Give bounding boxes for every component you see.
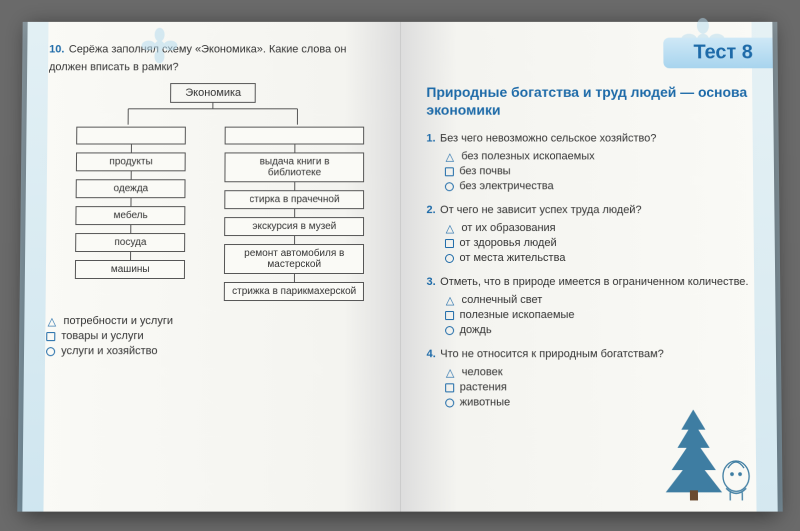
triangle-icon: △ [46, 316, 57, 327]
diagram-item: одежда [76, 179, 186, 198]
answer-option[interactable]: дождь [445, 324, 754, 336]
answer-option[interactable]: △ от их образования [444, 222, 752, 234]
answer-text: товары и услуги [61, 330, 143, 342]
answer-text: полезные ископаемые [460, 309, 575, 321]
test-title: Природные богатства и труд людей — основ… [426, 83, 751, 119]
answer-text: дождь [460, 324, 492, 336]
answer-options: △ потребности и услуги товары и услуги у… [46, 315, 377, 357]
square-icon [444, 167, 453, 176]
answer-option[interactable]: △ солнечный свет [445, 294, 754, 306]
diagram-item: стирка в прачечной [225, 190, 365, 209]
answer-text: солнечный свет [462, 294, 543, 306]
answer-text: от здоровья людей [459, 237, 556, 249]
question-text: Серёжа заполнял схему «Экономика». Какие… [49, 44, 346, 74]
answer-option[interactable]: △ потребности и услуги [46, 315, 377, 327]
circle-icon [445, 326, 454, 335]
question-number: 1. [426, 133, 435, 145]
triangle-icon: △ [445, 295, 456, 306]
answer-option[interactable]: от здоровья людей [444, 237, 752, 249]
diagram-root: Экономика [170, 83, 256, 103]
circle-icon [46, 347, 55, 356]
answer-text: услуги и хозяйство [61, 345, 157, 357]
diagram-item: машины [75, 260, 185, 279]
square-icon [444, 239, 453, 248]
answer-text: без почвы [459, 166, 510, 178]
left-page: 10. Серёжа заполнял схему «Экономика». К… [22, 22, 400, 512]
answer-text: от места жительства [459, 252, 565, 264]
question: 2. От чего не зависит успех труда людей?… [426, 201, 753, 265]
diagram-connectors [48, 103, 377, 125]
answer-option[interactable]: услуги и хозяйство [46, 345, 377, 357]
questions-list: 1. Без чего невозможно сельское хозяйств… [422, 129, 754, 409]
question-text: Отметь, что в природе имеется в ограниче… [440, 276, 748, 288]
circle-icon [445, 398, 454, 407]
circle-icon [444, 182, 453, 191]
answer-option[interactable]: без почвы [444, 166, 752, 178]
diagram: Экономика продукты одежда мебель посуда [47, 83, 378, 301]
answer-text: потребности и услуги [63, 315, 173, 327]
square-icon [445, 311, 454, 320]
flower-icon [137, 28, 183, 64]
question-number: 4. [427, 349, 436, 361]
triangle-icon: △ [445, 367, 456, 378]
answer-option[interactable]: от места жительства [444, 252, 753, 264]
answer-text: человек [462, 367, 503, 379]
answer-text: от их образования [461, 222, 555, 234]
answer-text: без полезных ископаемых [461, 151, 594, 163]
diagram-item: ремонт автомобиля в мастерской [224, 244, 364, 274]
square-icon [445, 383, 454, 392]
answer-option[interactable]: без электричества [444, 181, 752, 193]
question-number: 10. [49, 44, 64, 56]
book-spread: 10. Серёжа заполнял схему «Экономика». К… [22, 22, 777, 512]
answer-option[interactable]: полезные ископаемые [445, 309, 754, 321]
spruce-tree-icon [663, 397, 759, 503]
diagram-item: посуда [75, 233, 185, 252]
diagram-item: экскурсия в музей [224, 217, 364, 236]
diagram-left-col: продукты одежда мебель посуда машины [60, 127, 201, 301]
question-10: 10. Серёжа заполнял схему «Экономика». К… [49, 40, 378, 76]
answer-option[interactable]: товары и услуги [46, 330, 377, 342]
question: 3. Отметь, что в природе имеется в огран… [427, 272, 754, 336]
answer-option[interactable]: △ без полезных ископаемых [444, 151, 752, 163]
question-number: 3. [427, 276, 436, 288]
test-banner: Тест 8 [664, 38, 773, 69]
answer-option[interactable]: △ человек [445, 367, 755, 379]
square-icon [46, 332, 55, 341]
page-margin-art [17, 22, 48, 512]
answer-text: без электричества [459, 181, 553, 193]
diagram-right-col: выдача книги в библиотеке стирка в праче… [224, 127, 364, 301]
circle-icon [444, 254, 453, 263]
answer-text: растения [460, 382, 507, 394]
question-number: 2. [426, 205, 435, 217]
diagram-item: стрижка в парикмахерской [224, 282, 364, 301]
answer-option[interactable]: растения [445, 382, 755, 394]
answer-text: животные [460, 397, 510, 409]
question: 1. Без чего невозможно сельское хозяйств… [426, 129, 752, 193]
question-text: Без чего невозможно сельское хозяйство? [440, 133, 657, 145]
triangle-icon: △ [444, 223, 455, 234]
right-page: Тест 8 Природные богатства и труд людей … [400, 22, 777, 512]
question-text: Что не относится к природным богатствам? [440, 349, 664, 361]
diagram-item: продукты [76, 152, 186, 171]
triangle-icon: △ [444, 151, 455, 162]
question-text: От чего не зависит успех труда людей? [440, 205, 642, 217]
diagram-item: мебель [76, 206, 186, 225]
diagram-item: выдача книги в библиотеке [225, 152, 365, 182]
